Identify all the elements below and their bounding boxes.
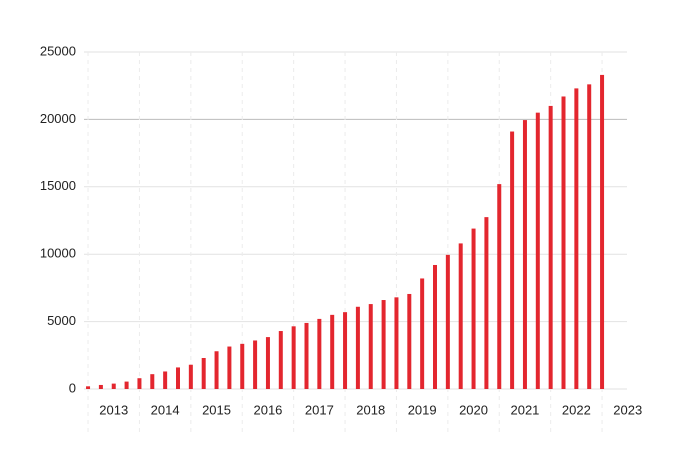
x-tick-label: 2014: [151, 402, 180, 417]
bar: [458, 243, 463, 389]
bar: [291, 326, 296, 389]
y-tick-label: 25000: [40, 43, 76, 58]
bar: [574, 88, 579, 390]
bar: [137, 378, 142, 389]
bar: [600, 74, 605, 389]
bar: [265, 337, 270, 389]
bar: [227, 346, 232, 389]
bar: [98, 384, 103, 389]
bar: [188, 364, 193, 389]
bar: [497, 184, 502, 389]
x-tick-label: 2018: [356, 402, 385, 417]
bar: [394, 297, 399, 389]
bar: [124, 381, 129, 389]
bar: [253, 340, 258, 389]
bar: [86, 386, 91, 389]
bar: [150, 374, 155, 389]
bar: [317, 318, 322, 389]
bar: [407, 293, 412, 389]
bar: [214, 351, 219, 389]
bar: [561, 96, 566, 389]
x-tick-label: 2020: [459, 402, 488, 417]
bar: [445, 254, 450, 389]
x-tick-label: 2023: [613, 402, 642, 417]
bar: [201, 357, 206, 389]
bar: [433, 264, 438, 389]
y-tick-label: 5000: [47, 313, 76, 328]
bar: [111, 383, 116, 389]
bar: [548, 105, 553, 390]
bar: [522, 120, 527, 389]
bar: [484, 217, 489, 389]
bar: [304, 322, 309, 389]
bar: [381, 300, 386, 389]
x-tick-label: 2022: [562, 402, 591, 417]
bar: [368, 304, 373, 389]
bar: [240, 343, 245, 389]
x-tick-label: 2021: [510, 402, 539, 417]
bar: [330, 314, 335, 389]
y-tick-label: 15000: [40, 178, 76, 193]
bar: [587, 84, 592, 390]
bar: [510, 131, 515, 390]
x-tick-label: 2017: [305, 402, 334, 417]
x-tick-label: 2019: [408, 402, 437, 417]
bar: [355, 306, 360, 389]
x-tick-label: 2013: [99, 402, 128, 417]
bar: [420, 278, 425, 389]
bar: [163, 371, 168, 389]
bar: [535, 112, 540, 389]
x-tick-label: 2015: [202, 402, 231, 417]
bar: [175, 367, 180, 389]
bar: [278, 331, 283, 389]
y-tick-label: 20000: [40, 111, 76, 126]
y-tick-label: 0: [69, 380, 76, 395]
bar: [471, 228, 476, 389]
y-tick-label: 10000: [40, 246, 76, 261]
x-tick-label: 2016: [253, 402, 282, 417]
bar: [343, 312, 348, 389]
